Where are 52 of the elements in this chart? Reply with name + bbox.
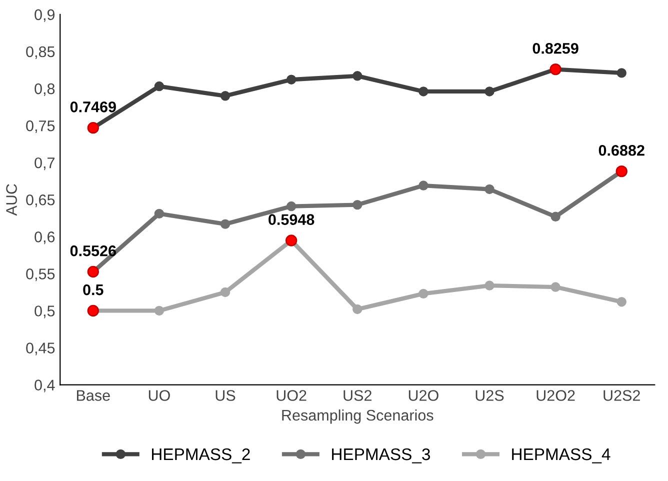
point [418, 86, 428, 96]
point [550, 212, 560, 222]
y-tick-label: 0,85 [26, 46, 55, 59]
x-tick-label: U2S [476, 390, 504, 401]
y-tick-label: 0,65 [26, 194, 55, 208]
data-label: 0.8259 [532, 42, 578, 54]
point [352, 304, 362, 314]
point [154, 81, 164, 92]
y-tick-label: 0,4 [34, 380, 55, 392]
y-tick-label: 0,55 [26, 268, 55, 282]
point [352, 71, 362, 81]
point [418, 288, 428, 299]
legend-label: HEPMASS_2 [152, 448, 250, 464]
y-axis-title: AUC [6, 184, 17, 216]
point [484, 184, 494, 194]
legend-label: HEPMASS_4 [512, 448, 610, 464]
point [484, 280, 494, 290]
point [286, 201, 296, 212]
point [418, 180, 428, 190]
point [220, 91, 230, 101]
y-tick-label: 0,8 [34, 83, 55, 96]
y-tick-label: 0,6 [34, 232, 55, 244]
point [220, 219, 230, 229]
x-tick-label: U2S2 [604, 390, 640, 401]
x-tick-label: U2O2 [536, 390, 575, 401]
point [154, 208, 164, 219]
legend-label: HEPMASS_3 [332, 448, 430, 464]
point [616, 296, 626, 307]
point [220, 287, 230, 298]
point [352, 200, 362, 210]
y-tick-label: 0,45 [26, 342, 55, 356]
data-label: 0.6882 [598, 144, 644, 156]
y-tick-label: 0,5 [34, 306, 55, 318]
y-tick-label: 0,9 [34, 9, 55, 22]
data-label: 0.5526 [70, 245, 116, 256]
point [616, 68, 626, 78]
point [550, 282, 560, 292]
x-tick-label: UO [148, 390, 170, 401]
x-tick-label: U2O [408, 390, 438, 401]
data-label: 0.5 [83, 284, 104, 296]
point [484, 86, 494, 96]
x-tick-label: Base [76, 390, 110, 401]
y-tick-label: 0,75 [26, 120, 55, 134]
point [154, 306, 164, 316]
data-label: 0.5948 [268, 214, 314, 225]
x-axis-title: Resampling Scenarios [282, 409, 434, 424]
data-label: 0.7469 [70, 102, 116, 112]
x-tick-label: US [216, 390, 236, 401]
point [286, 74, 296, 84]
x-tick-label: UO2 [276, 390, 306, 401]
y-tick-label: 0,7 [34, 157, 54, 170]
x-tick-label: US2 [344, 390, 372, 401]
